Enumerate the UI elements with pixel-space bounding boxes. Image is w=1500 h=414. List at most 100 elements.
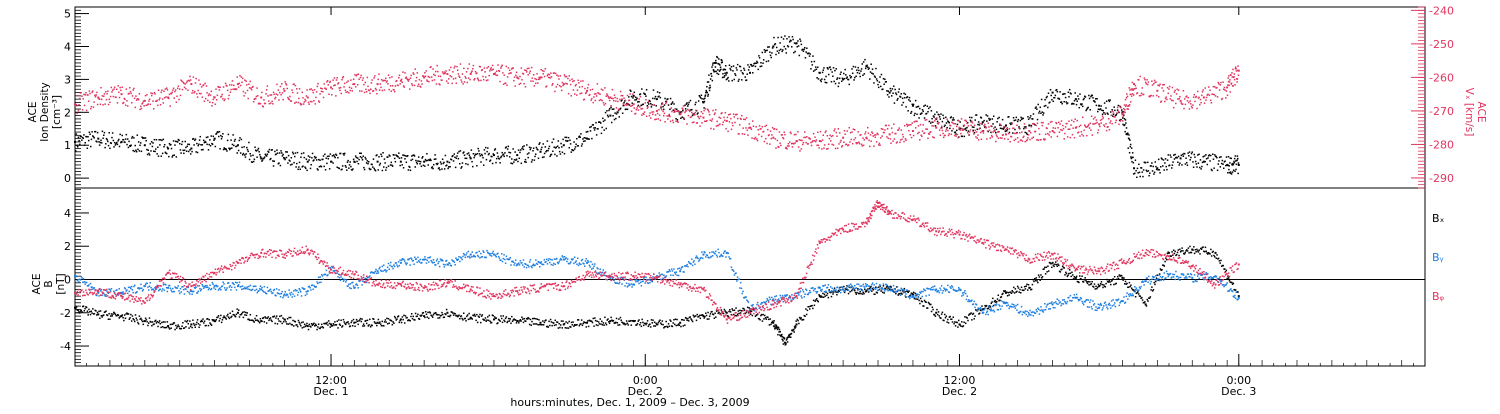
- bx-series-fill-dot: [254, 318, 256, 320]
- density-series-fill-dot: [1184, 153, 1186, 155]
- density-series-fill-dot: [567, 140, 569, 142]
- density-series-fill-dot: [868, 67, 870, 69]
- density-series-fill-dot: [934, 114, 936, 116]
- bx-series-fill-dot: [255, 320, 257, 322]
- vx-series-fill-dot: [373, 90, 375, 92]
- bx-series-fill-dot: [409, 320, 411, 322]
- density-series-fill-dot: [1061, 103, 1063, 105]
- density-series-fill-dot: [316, 159, 318, 161]
- bx-series-fill-dot: [468, 319, 470, 321]
- density-series-fill-dot: [336, 154, 338, 156]
- density-series-fill-dot: [1089, 109, 1091, 111]
- bx-series-fill-dot: [435, 312, 437, 314]
- density-series-fill-dot: [718, 74, 720, 76]
- vx-series-fill-dot: [1031, 138, 1033, 140]
- vx-series-fill-dot: [794, 134, 796, 136]
- bx-series-fill-dot: [168, 327, 170, 329]
- vx-series-fill-dot: [779, 142, 781, 144]
- bx-series-fill-dot: [600, 318, 602, 320]
- vx-series-fill-dot: [593, 96, 595, 98]
- vx-series-fill-dot: [739, 124, 741, 126]
- density-series-fill-dot: [1102, 110, 1104, 112]
- vx-series-fill-dot: [212, 102, 214, 104]
- density-series-point: [772, 45, 774, 47]
- bx-series-fill-dot: [260, 318, 262, 320]
- density-series-fill-dot: [88, 140, 90, 142]
- density-series-fill-dot: [1141, 167, 1143, 169]
- vx-series-fill-dot: [163, 102, 165, 104]
- vx-series-fill-dot: [206, 92, 208, 94]
- bx-series-fill-dot: [137, 322, 139, 324]
- vx-series-fill-dot: [1151, 80, 1153, 82]
- bx-series-fill-dot: [110, 315, 112, 317]
- bx-series-fill-dot: [871, 290, 873, 292]
- bx-series-fill-dot: [734, 309, 736, 311]
- density-series-fill-dot: [131, 137, 133, 139]
- density-series-fill-dot: [731, 80, 733, 82]
- vx-series-fill-dot: [95, 94, 97, 96]
- vx-series-fill-dot: [1220, 84, 1222, 86]
- bx-series-fill-dot: [548, 321, 550, 323]
- bx-series-fill-dot: [804, 315, 806, 317]
- density-series-fill-dot: [433, 164, 435, 166]
- vx-series-fill-dot: [391, 90, 393, 92]
- density-series-fill-dot: [347, 161, 349, 163]
- density-series-fill-dot: [825, 82, 827, 84]
- density-series-fill-dot: [979, 124, 981, 126]
- density-series-fill-dot: [512, 148, 514, 150]
- density-series-fill-dot: [484, 153, 486, 155]
- vx-series-fill-dot: [1133, 89, 1135, 91]
- density-series-fill-dot: [484, 149, 486, 151]
- bx-series-fill-dot: [862, 293, 864, 295]
- bx-series-fill-dot: [468, 313, 470, 315]
- density-series-fill-dot: [712, 62, 714, 64]
- vx-series-fill-dot: [299, 103, 301, 105]
- vx-series-fill-dot: [834, 128, 836, 130]
- density-series-fill-dot: [1135, 159, 1137, 161]
- vx-series-fill-dot: [1235, 68, 1237, 70]
- bx-series-fill-dot: [676, 319, 678, 321]
- density-series-fill-dot: [935, 125, 937, 127]
- bx-series-fill-dot: [351, 320, 353, 322]
- vx-series-fill-dot: [486, 67, 488, 69]
- vx-series-fill-dot: [572, 81, 574, 83]
- vx-series-fill-dot: [555, 73, 557, 75]
- density-series-fill-dot: [700, 97, 702, 99]
- bx-series-fill-dot: [411, 313, 413, 315]
- density-series-fill-dot: [864, 59, 866, 61]
- density-series-fill-dot: [910, 113, 912, 115]
- density-series-fill-dot: [881, 74, 883, 76]
- vx-series-fill-dot: [692, 113, 694, 115]
- bx-series-fill-dot: [378, 319, 380, 321]
- density-series-fill-dot: [1170, 154, 1172, 156]
- vx-series-fill-dot: [182, 89, 184, 91]
- bx-series-fill-dot: [182, 322, 184, 324]
- vx-series-fill-dot: [1234, 79, 1236, 81]
- density-series-fill-dot: [517, 161, 519, 163]
- density-series-fill-dot: [1223, 168, 1225, 170]
- density-series-fill-dot: [1131, 147, 1133, 149]
- vx-series-fill-dot: [454, 67, 456, 69]
- vx-series-fill-dot: [1135, 85, 1137, 87]
- vx-series-fill-dot: [862, 137, 864, 139]
- vx-series-fill-dot: [172, 89, 174, 91]
- bx-series-fill-dot: [256, 315, 258, 317]
- vx-series-fill-dot: [1233, 85, 1235, 87]
- vx-series-fill-dot: [641, 114, 643, 116]
- density-series-fill-dot: [1206, 158, 1208, 160]
- vx-series-fill-dot: [149, 99, 151, 101]
- vx-series-fill-dot: [884, 129, 886, 131]
- density-series-fill-dot: [1181, 155, 1183, 157]
- vx-series-fill-dot: [432, 80, 434, 82]
- vx-series-fill-dot: [840, 141, 842, 143]
- bx-series-fill-dot: [201, 321, 203, 323]
- bx-series-fill-dot: [112, 313, 114, 315]
- vx-series-fill-dot: [1076, 120, 1078, 122]
- density-series-fill-dot: [464, 158, 466, 160]
- vx-series-fill-dot: [1163, 90, 1165, 92]
- vx-series-fill-dot: [369, 93, 371, 95]
- vx-series-fill-dot: [957, 137, 959, 139]
- vx-series-fill-dot: [1124, 109, 1126, 111]
- vx-series-fill-dot: [756, 138, 758, 140]
